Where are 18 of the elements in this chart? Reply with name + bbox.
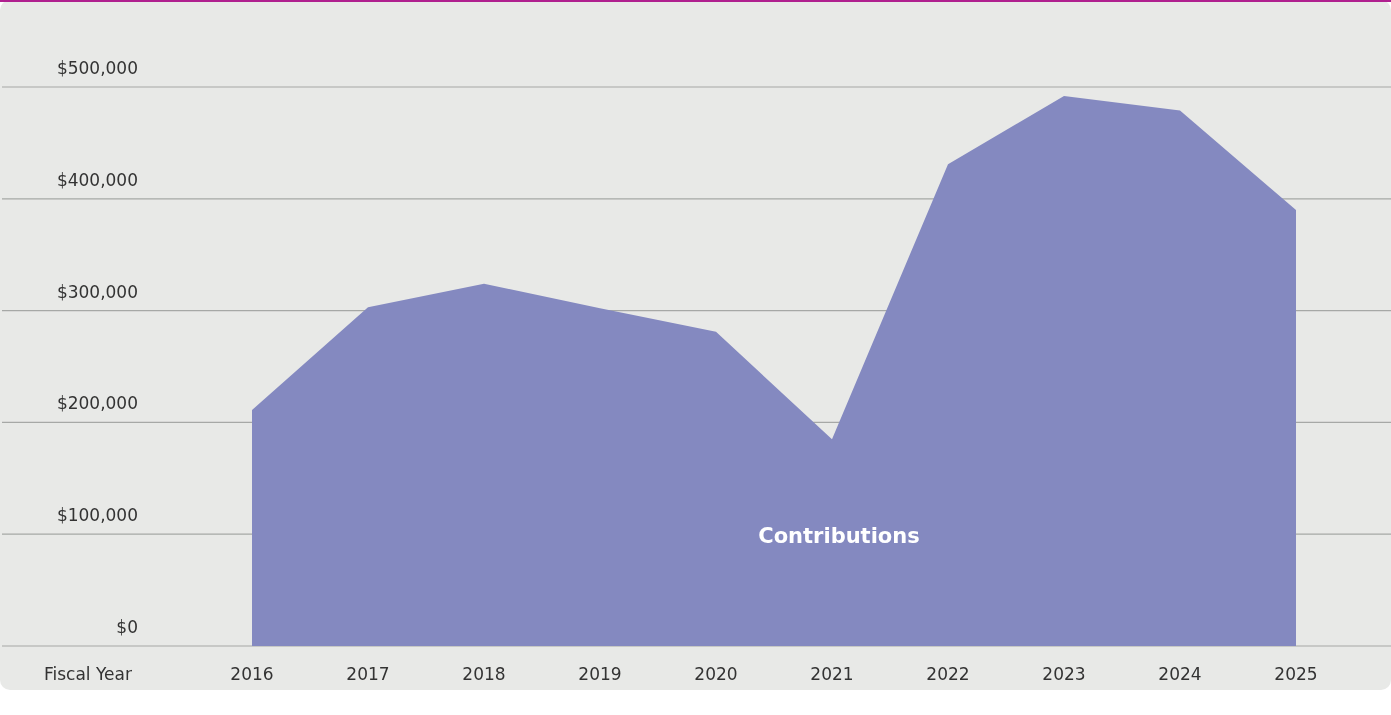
x-tick-label: 2016 [230,664,274,684]
y-tick-label: $100,000 [56,505,138,526]
x-tick-label: 2021 [810,664,854,684]
x-tick-label: 2022 [926,664,970,684]
series-label: Contributions [758,524,920,548]
y-tick-label: $400,000 [56,169,138,190]
x-tick-label: 2025 [1274,664,1318,684]
x-tick-label: 2019 [578,664,622,684]
y-tick-label: $500,000 [56,58,138,78]
x-tick-label: 2024 [1158,664,1202,684]
y-tick-label: $200,000 [56,393,138,414]
x-axis-title: Fiscal Year [43,664,133,684]
y-tick-label: $0 [116,617,138,637]
x-tick-label: 2023 [1042,664,1086,684]
y-tick-label: $300,000 [56,281,138,302]
x-tick-label: 2020 [694,664,738,684]
x-tick-label: 2018 [462,664,506,684]
x-tick-label: 2017 [346,664,390,684]
